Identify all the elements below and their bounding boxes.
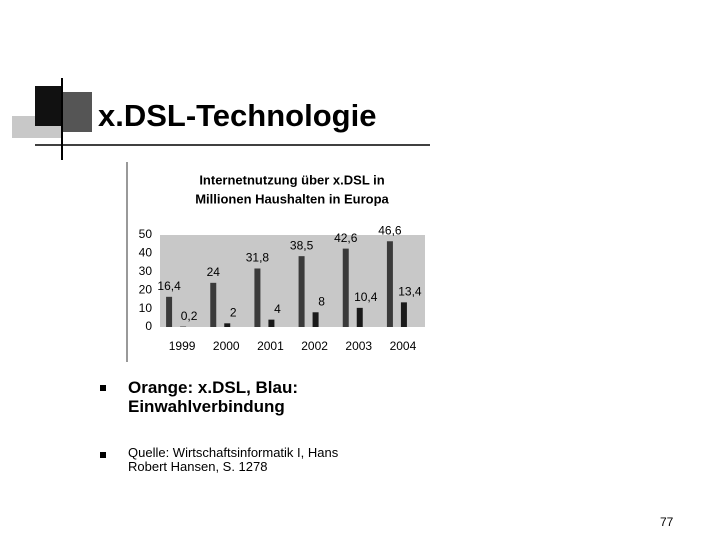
data-label: 0,2 <box>181 309 198 323</box>
data-label: 4 <box>274 302 281 316</box>
y-tick-label: 40 <box>139 246 153 260</box>
data-label: 46,6 <box>378 223 402 237</box>
data-label: 24 <box>207 265 221 279</box>
bar <box>400 302 407 327</box>
x-tick-label: 2004 <box>390 339 417 353</box>
data-label: 10,4 <box>354 290 378 304</box>
y-tick-label: 30 <box>139 264 153 278</box>
x-tick-label: 2001 <box>257 339 284 353</box>
bullet-text: Orange: x.DSL, Blau: Einwahlverbindung <box>128 378 299 416</box>
bar <box>166 296 173 327</box>
y-tick-label: 10 <box>139 301 153 315</box>
bar <box>356 307 363 327</box>
bar <box>224 323 231 327</box>
bar <box>386 241 393 327</box>
chart-title: Millionen Haushalten in Europa <box>195 191 389 206</box>
data-label: 38,5 <box>290 238 314 252</box>
bar <box>312 312 319 327</box>
bar <box>254 268 261 327</box>
x-tick-label: 1999 <box>169 339 196 353</box>
bar <box>298 256 305 327</box>
data-label: 42,6 <box>334 231 358 245</box>
bullet-text: Quelle: Wirtschaftsinformatik I, Hans Ro… <box>128 445 339 474</box>
x-tick-label: 2002 <box>301 339 328 353</box>
page-number: 77 <box>660 515 674 529</box>
y-tick-label: 20 <box>139 282 153 296</box>
bullet-mark <box>100 385 106 391</box>
bullet-mark <box>100 452 106 458</box>
data-label: 8 <box>318 294 325 308</box>
bar <box>268 319 275 327</box>
chart-title: Internetnutzung über x.DSL in <box>199 172 384 187</box>
data-label: 16,4 <box>157 279 181 293</box>
x-tick-label: 2000 <box>213 339 240 353</box>
data-label: 13,4 <box>398 285 422 299</box>
data-label: 31,8 <box>246 251 270 265</box>
bar <box>210 282 217 327</box>
y-tick-label: 50 <box>139 227 153 241</box>
slide-title: x.DSL-Technologie <box>98 98 377 133</box>
y-tick-label: 0 <box>145 319 152 333</box>
data-label: 2 <box>230 305 237 319</box>
plot-area <box>160 235 425 327</box>
x-tick-label: 2003 <box>345 339 372 353</box>
bar <box>342 248 349 327</box>
